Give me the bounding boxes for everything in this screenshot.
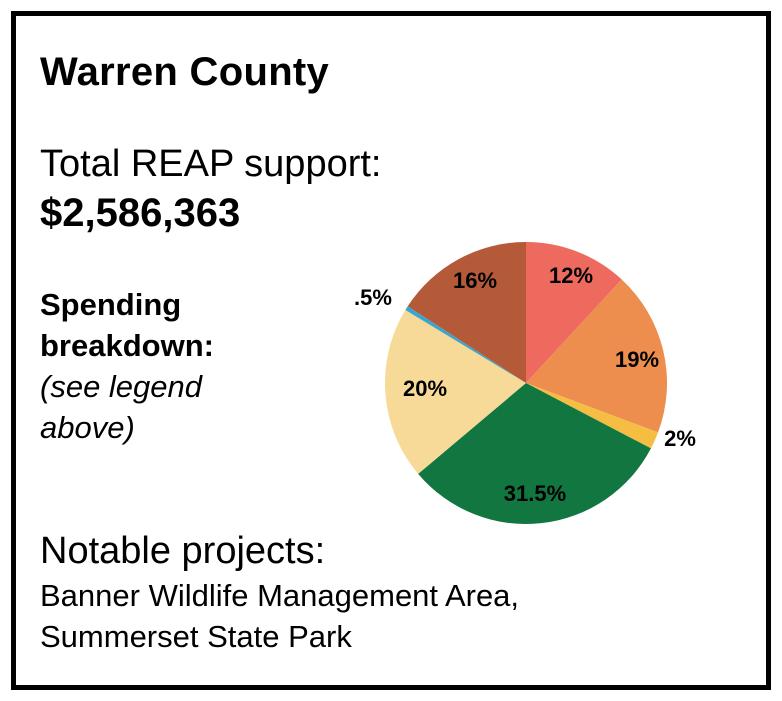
pie-slice [526, 242, 622, 383]
pie-slice [526, 383, 659, 449]
pie-slice [384, 309, 526, 474]
support-value: $2,586,363 [40, 191, 241, 235]
slice-label: 12% [549, 263, 593, 288]
breakdown-heading-line2: breakdown: [40, 328, 214, 363]
breakdown-heading-line1: Spending [40, 287, 182, 322]
project-item: Banner Wildlife Management Area, [40, 578, 520, 613]
slice-label: 19% [615, 347, 659, 372]
support-label: Total REAP support: [40, 143, 382, 185]
pie-slice [405, 306, 526, 383]
pie-slice [407, 242, 526, 383]
slice-label: 20% [403, 376, 447, 401]
breakdown-note-line2: above) [40, 410, 135, 445]
county-title: Warren County [40, 50, 330, 94]
slice-label: .5% [354, 285, 392, 310]
project-item: Summerset State Park [40, 619, 352, 654]
slice-label: 2% [664, 426, 696, 451]
slice-label: 16% [453, 268, 497, 293]
projects-list: Banner Wildlife Management Area, Summers… [40, 575, 519, 657]
spending-breakdown: Spending breakdown: (see legend above) [40, 284, 214, 448]
slice-label: 31.5% [504, 481, 566, 506]
card-frame [11, 11, 771, 690]
pie-slice [526, 279, 668, 433]
pie-slice [418, 383, 651, 525]
projects-label: Notable projects: [40, 530, 326, 572]
breakdown-note-line1: (see legend [40, 369, 203, 404]
